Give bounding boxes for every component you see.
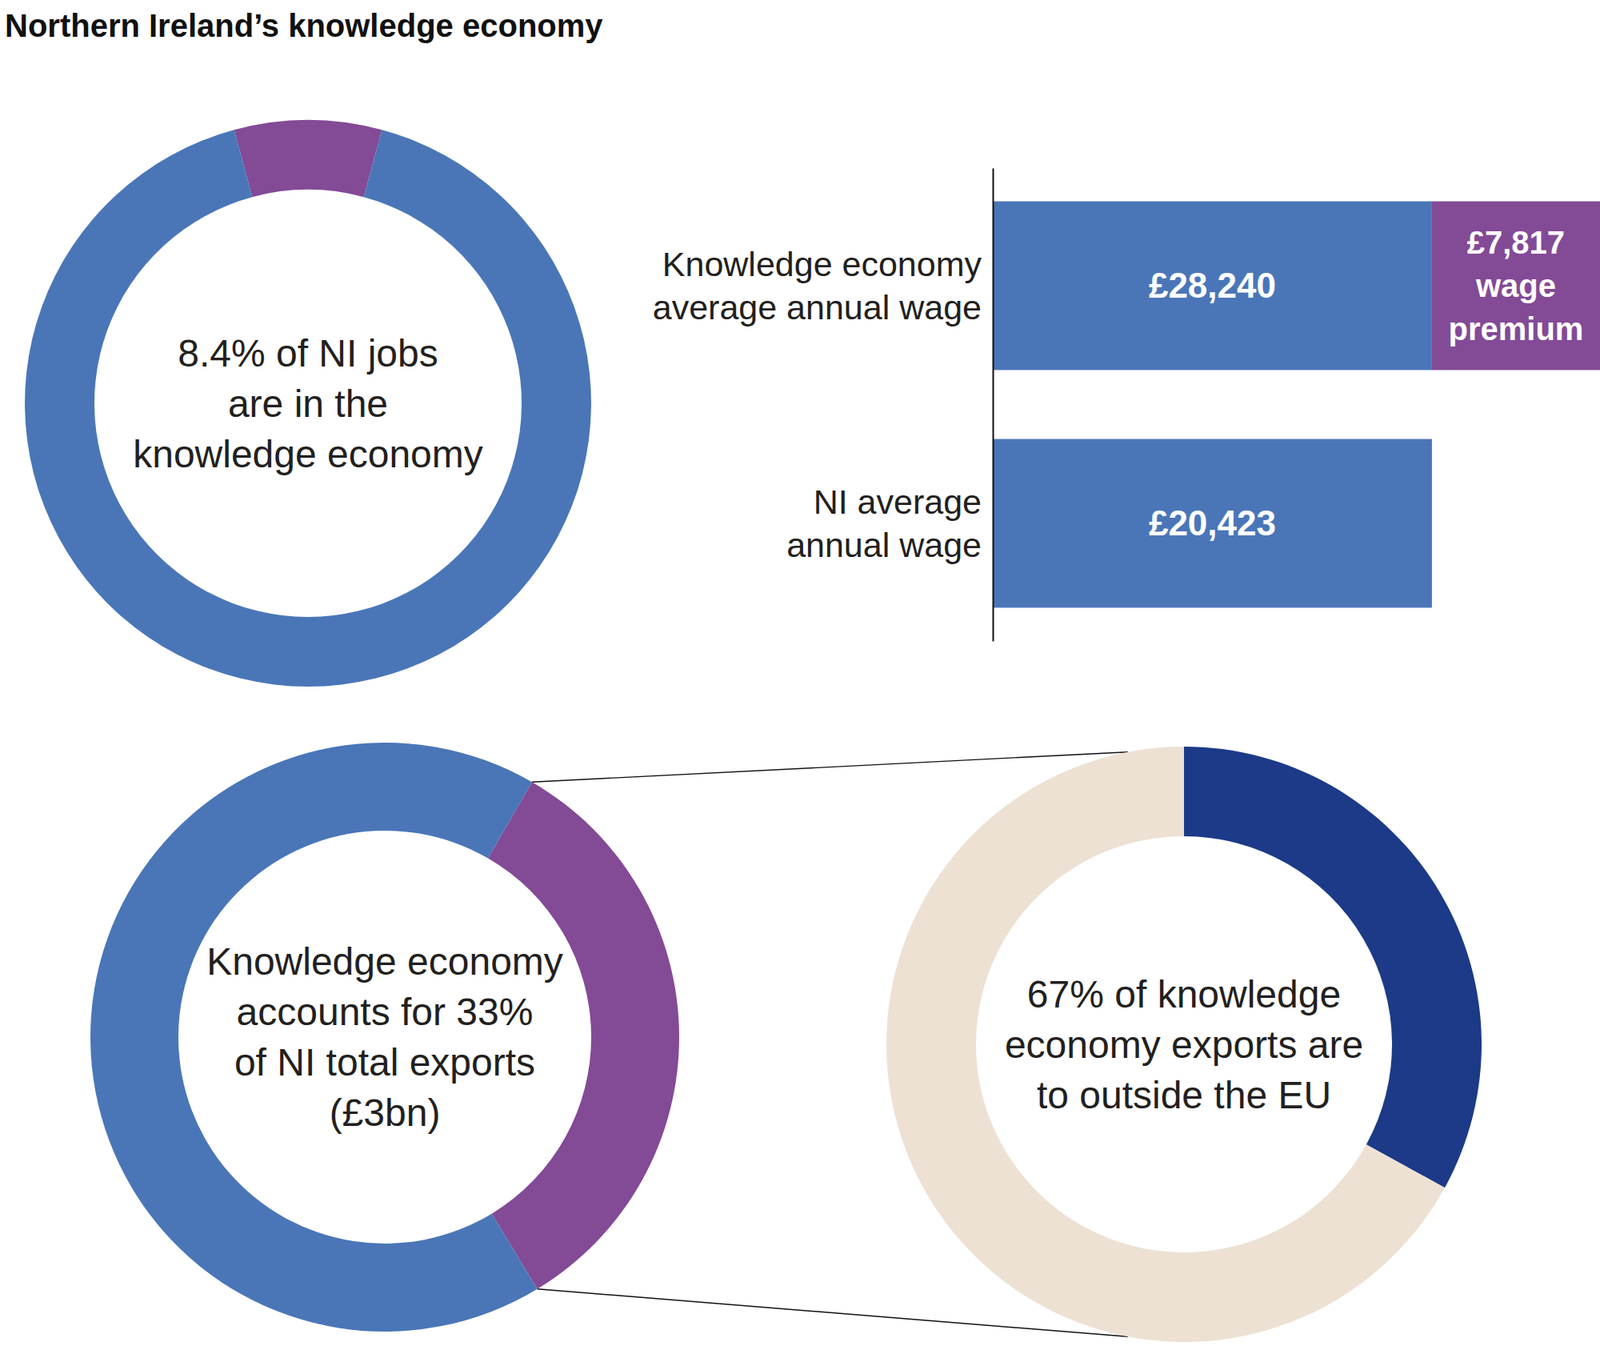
donut-chart xyxy=(886,746,1482,1342)
axis-line xyxy=(992,168,995,642)
center-text-line: to outside the EU xyxy=(1036,1073,1332,1116)
bars xyxy=(992,201,1600,608)
bar-segment xyxy=(992,201,1432,371)
connector-line xyxy=(532,752,1128,783)
donut-slice xyxy=(488,781,680,1288)
bar-segment xyxy=(992,439,1432,608)
series-name-line: premium xyxy=(1448,311,1584,347)
tick-label: NI average annual wage xyxy=(786,482,982,564)
tick-label-line: average annual wage xyxy=(652,288,982,327)
axis-tick: NI average annual wage xyxy=(786,482,982,564)
donut-slice xyxy=(24,129,592,687)
total-label: £20,423 xyxy=(1148,503,1276,543)
center-text-line: 67% of knowledge xyxy=(1027,972,1341,1016)
center-text: Knowledge economy accounts for 33% of NI t… xyxy=(206,940,564,1134)
title: Northern Ireland’s knowledge economy xyxy=(4,8,604,44)
center-text-line: knowledge economy xyxy=(132,432,484,476)
series-name: wage premium xyxy=(1448,268,1584,347)
center-text-line: accounts for 33% xyxy=(236,990,534,1033)
tick-label-line: NI average xyxy=(813,482,982,521)
donut-slice xyxy=(886,746,1445,1342)
donut-slice xyxy=(234,120,383,197)
donut-chart xyxy=(24,120,592,687)
tick-label: Knowledge economy average annual wage xyxy=(652,244,983,327)
bar-labels: £7,817 wage premium £28,240 £20,423 xyxy=(1148,224,1584,543)
tick-label-line: annual wage xyxy=(786,525,982,564)
category-axis: Knowledge economy average annual wage NI a… xyxy=(652,168,994,642)
axis-tick: Knowledge economy average annual wage xyxy=(652,244,983,327)
tick-label-line: Knowledge economy xyxy=(662,244,983,284)
donut-chart xyxy=(90,742,680,1332)
center-text-line: Knowledge economy xyxy=(206,940,564,983)
donut-slice xyxy=(1184,746,1482,1188)
series-name-line: wage xyxy=(1475,268,1556,304)
center-text: 67% of knowledge economy exports are to ou… xyxy=(1004,972,1364,1116)
infographic: Northern Ireland’s knowledge economy 8.4%… xyxy=(0,0,1600,1350)
center-text-line: are in the xyxy=(228,382,388,425)
center-text-line: 8.4% of NI jobs xyxy=(177,332,439,375)
center-text: 8.4% of NI jobs are in the knowledge econo… xyxy=(132,332,484,476)
bar-segment xyxy=(1432,201,1600,371)
donut-slice xyxy=(90,742,538,1332)
data-label: £7,817 xyxy=(1467,224,1565,260)
center-text-line: economy exports are xyxy=(1004,1023,1364,1066)
center-text-line: (£3bn) xyxy=(329,1091,441,1134)
center-text-line: of NI total exports xyxy=(234,1040,536,1084)
total-label: £28,240 xyxy=(1148,265,1276,305)
